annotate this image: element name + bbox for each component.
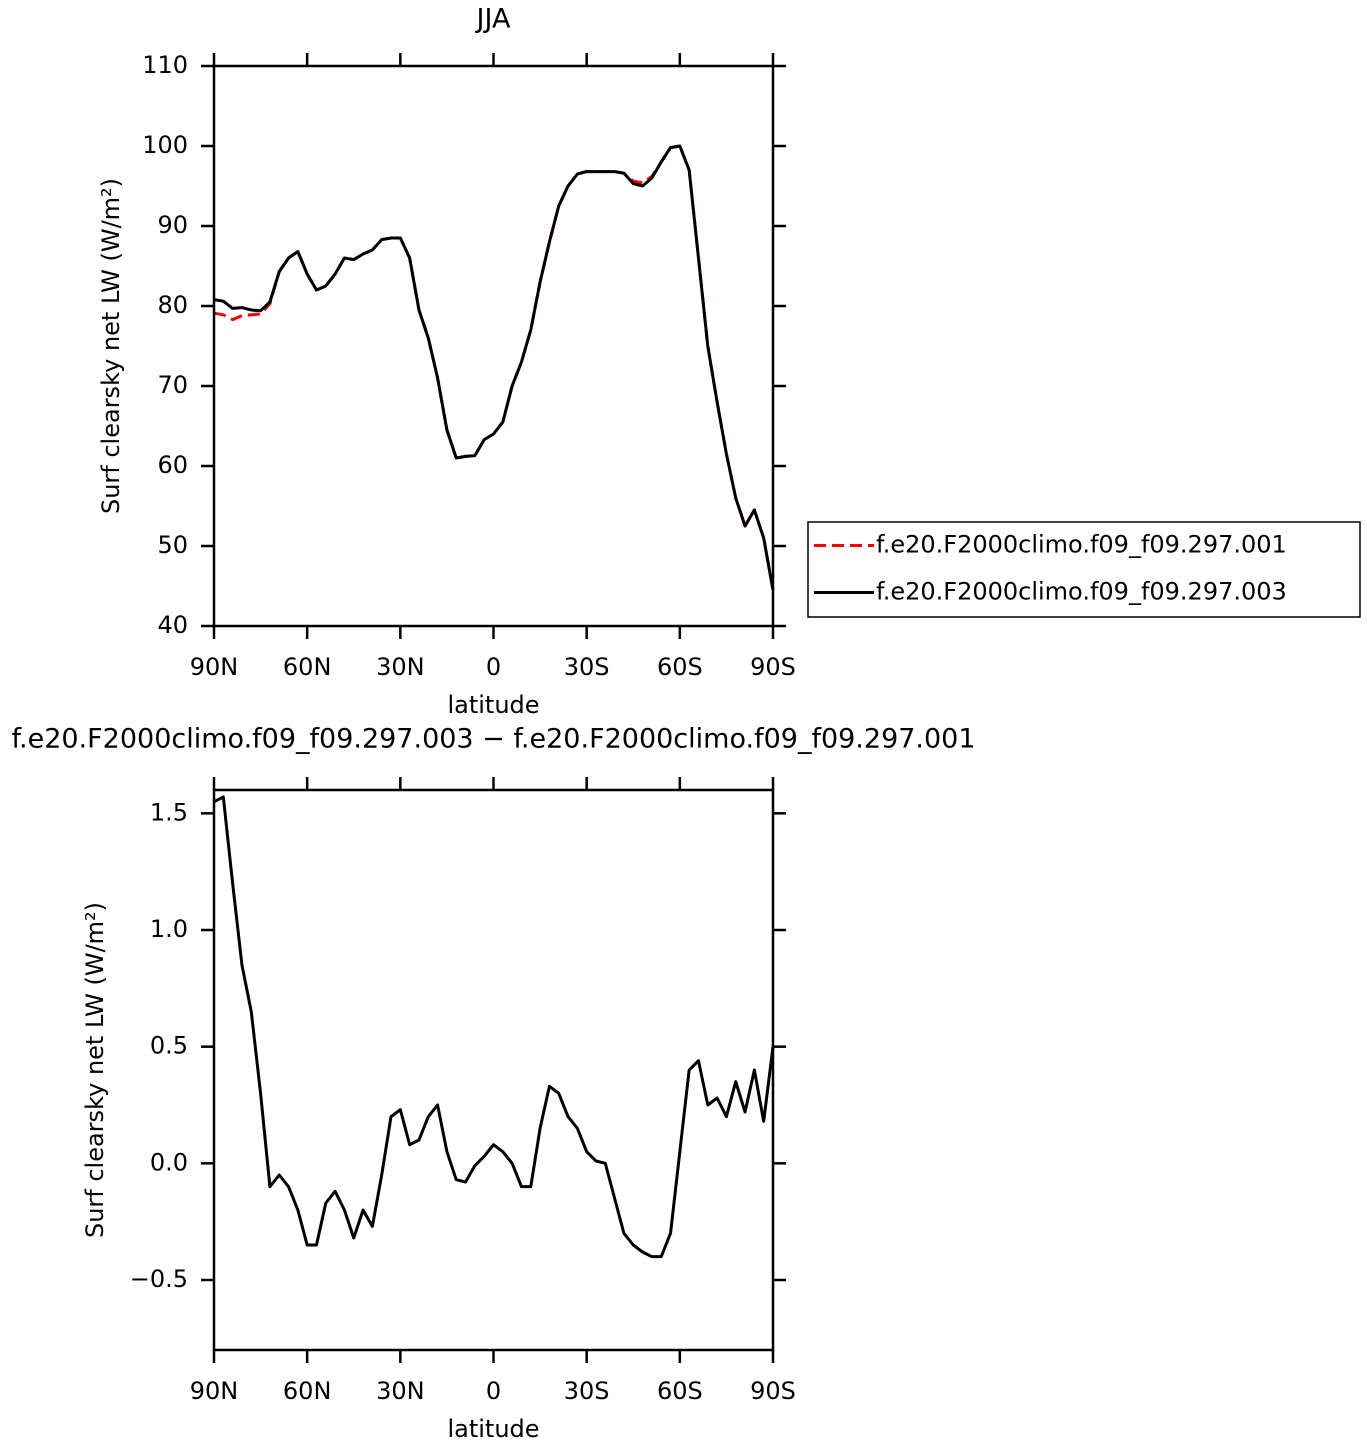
y-tick-label: 0.5 <box>150 1032 188 1060</box>
x-tick-label: 90S <box>750 653 796 681</box>
y-tick-label: 1.5 <box>150 798 188 826</box>
x-tick-label: 60N <box>283 1377 332 1405</box>
data-line <box>213 795 775 1259</box>
y-tick-label: 60 <box>157 451 188 479</box>
chart-title: JJA <box>475 4 511 35</box>
x-tick-label: 0 <box>486 1377 501 1405</box>
y-axis-label: Surf clearsky net LW (W/m²) <box>81 902 109 1238</box>
y-tick-label: 0.0 <box>150 1148 188 1176</box>
x-tick-label: 90S <box>750 1377 796 1405</box>
x-tick-label: 30N <box>376 1377 425 1405</box>
y-tick-label: 1.0 <box>150 915 188 943</box>
x-tick-label: 30S <box>564 653 610 681</box>
x-axis-label: latitude <box>447 1415 539 1443</box>
chart-title: f.e20.F2000climo.f09_f09.297.003 − f.e20… <box>11 724 975 755</box>
y-tick-label: 50 <box>157 531 188 559</box>
x-tick-label: 60S <box>657 1377 703 1405</box>
data-line <box>213 144 775 591</box>
y-tick-label: 100 <box>142 131 188 159</box>
y-tick-label: 70 <box>157 371 188 399</box>
y-tick-label: 90 <box>157 211 188 239</box>
y-tick-label: 110 <box>142 51 188 79</box>
x-tick-label: 90N <box>190 1377 239 1405</box>
x-tick-label: 30N <box>376 653 425 681</box>
x-tick-label: 0 <box>486 653 501 681</box>
y-tick-label: 80 <box>157 291 188 319</box>
legend-box <box>807 521 1361 618</box>
x-tick-label: 60S <box>657 653 703 681</box>
y-tick-label: 40 <box>157 611 188 639</box>
legend-label: f.e20.F2000climo.f09_f09.297.001 <box>876 531 1287 559</box>
y-axis-label: Surf clearsky net LW (W/m²) <box>97 178 125 514</box>
x-tick-label: 90N <box>190 653 239 681</box>
x-tick-label: 60N <box>283 653 332 681</box>
legend-label: f.e20.F2000climo.f09_f09.297.003 <box>876 578 1287 606</box>
y-tick-label: −0.5 <box>130 1265 188 1293</box>
x-axis-label: latitude <box>447 691 539 719</box>
plot-frame <box>212 64 775 628</box>
x-tick-label: 30S <box>564 1377 610 1405</box>
data-line <box>213 144 775 591</box>
